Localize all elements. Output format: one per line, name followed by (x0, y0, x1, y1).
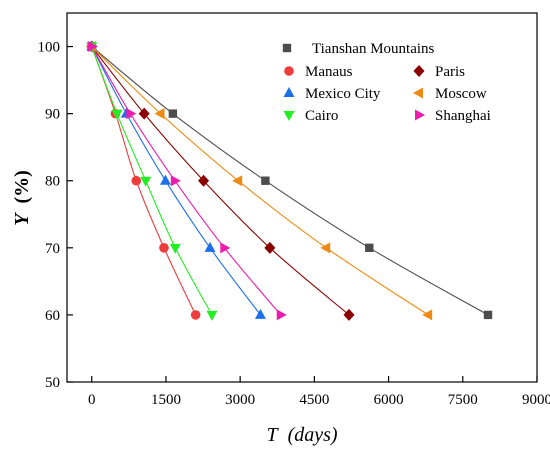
point-cairo (140, 176, 152, 187)
point-tianshan-mountains (365, 243, 374, 253)
x-tick-label: 6000 (374, 392, 404, 408)
fit-lines (91, 46, 489, 316)
legend: Tianshan Mountains Manaus Paris Mexico City… (282, 41, 491, 124)
point-shanghai (126, 108, 137, 120)
y-tick-label: 60 (45, 308, 60, 324)
y-axis-unit: (%) (11, 170, 33, 203)
legend-item-paris: Paris (413, 64, 465, 80)
point-cairo (169, 243, 181, 254)
y-axis-symbol: Y (11, 212, 33, 226)
point-tianshan-mountains (168, 109, 178, 118)
x-axis-title: T (days) (266, 424, 337, 446)
point-manaus (190, 310, 201, 320)
legend-label-moscow: Moscow (435, 86, 487, 102)
point-paris (264, 241, 276, 254)
x-tick-label: 0 (88, 392, 96, 408)
y-tick-label: 50 (45, 375, 60, 391)
point-shanghai (220, 242, 231, 254)
point-moscow (422, 309, 433, 321)
legend-label-cairo: Cairo (305, 108, 338, 124)
point-mexico-city (254, 308, 266, 319)
fit-line-cairo (91, 46, 213, 316)
point-shanghai (87, 41, 98, 53)
y-tick-label: 100 (38, 40, 61, 56)
x-tick-label: 9000 (522, 392, 550, 408)
point-moscow (154, 108, 165, 120)
point-paris (138, 107, 150, 120)
fit-line-shanghai (91, 46, 282, 316)
x-axis-symbol: T (266, 424, 279, 446)
legend-item-shanghai: Shanghai (415, 108, 491, 124)
point-paris (198, 174, 210, 187)
legend-item-moscow: Moscow (413, 86, 487, 102)
point-manaus (159, 243, 169, 253)
y-tick-label: 70 (45, 241, 60, 257)
point-mexico-city (159, 174, 171, 185)
legend-item-manaus: Manaus (284, 64, 353, 80)
legend-item-mexico-city: Mexico City (283, 86, 381, 102)
point-shanghai (276, 309, 287, 321)
legend-label-paris: Paris (435, 64, 465, 80)
x-tick-label: 3000 (225, 392, 255, 408)
point-cairo (206, 310, 218, 321)
legend-item-tianshan-mountains: Tianshan Mountains (282, 41, 435, 57)
legend-marker-manaus (284, 66, 294, 76)
legend-marker-paris (413, 65, 425, 77)
x-tick-label: 7500 (448, 392, 478, 408)
x-axis-unit: (days) (288, 424, 338, 446)
legend-marker-tianshan-mountains (282, 43, 292, 53)
legend-label-shanghai: Shanghai (435, 108, 491, 124)
y-tick-label: 90 (45, 107, 60, 123)
legend-label-tianshan-mountains: Tianshan Mountains (312, 41, 435, 57)
legend-label-mexico-city: Mexico City (305, 86, 381, 102)
point-shanghai (170, 175, 181, 187)
y-axis: 50 60 70 80 90 100 (38, 40, 73, 391)
x-tick-label: 4500 (299, 392, 329, 408)
x-tick-label: 1500 (151, 392, 181, 408)
plot-frame (66, 12, 538, 383)
legend-marker-mexico-city (283, 87, 295, 97)
legend-label-manaus: Manaus (305, 64, 353, 80)
legend-item-cairo: Cairo (283, 108, 338, 124)
point-mexico-city (204, 241, 216, 252)
point-cairo (111, 109, 123, 120)
point-moscow (232, 175, 243, 187)
legend-marker-shanghai (415, 109, 425, 121)
y-tick-label: 80 (45, 174, 60, 190)
point-manaus (131, 175, 142, 186)
data-points (85, 40, 493, 321)
point-tianshan-mountains (483, 310, 493, 320)
point-tianshan-mountains (261, 176, 270, 185)
point-moscow (320, 242, 331, 254)
point-paris (343, 308, 355, 321)
legend-marker-moscow (413, 87, 423, 99)
y-axis-title: Y (%) (11, 170, 33, 226)
legend-marker-cairo (283, 111, 295, 121)
x-axis: 0 1500 3000 4500 6000 7500 9000 (88, 376, 550, 408)
fit-line-tianshan-mountains (91, 46, 489, 316)
